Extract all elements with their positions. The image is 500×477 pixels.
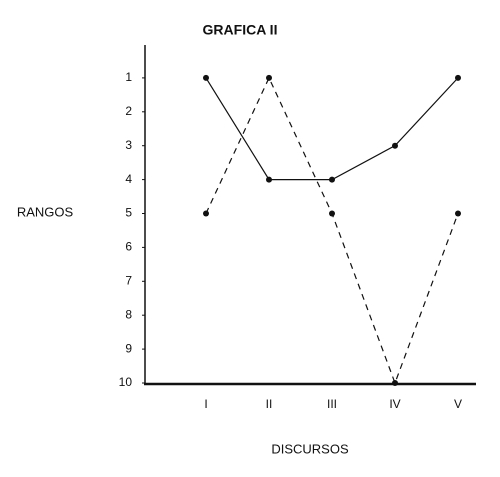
series-line: [205, 76, 459, 385]
data-point: [392, 380, 398, 386]
data-point: [266, 74, 272, 81]
y-tick-label: 10: [119, 375, 133, 389]
series-line: [205, 77, 459, 181]
y-tick-label: 3: [125, 138, 132, 152]
x-tick-label: III: [327, 397, 337, 411]
y-tick-label: 8: [125, 307, 132, 321]
y-tick-label: 7: [125, 273, 132, 287]
data-point: [203, 74, 209, 81]
x-tick-label: V: [454, 397, 462, 411]
data-point: [455, 210, 461, 217]
x-tick-label: I: [204, 397, 207, 411]
x-axis-label: DISCURSOS: [271, 441, 349, 456]
y-tick-label: 1: [125, 70, 132, 84]
y-tick-label: 5: [125, 206, 132, 220]
y-tick-label: 6: [125, 240, 132, 254]
data-point: [329, 176, 335, 183]
y-tick-label: 4: [125, 172, 132, 186]
y-tick-label: 2: [125, 104, 132, 118]
y-tick-label: 9: [125, 341, 132, 355]
y-axis-label: RANGOS: [17, 204, 74, 219]
data-point: [329, 210, 335, 217]
data-point: [392, 142, 398, 149]
chart-title: GRAFICA II: [203, 22, 278, 38]
x-tick-label: II: [266, 397, 273, 411]
data-point: [266, 176, 272, 183]
data-point: [203, 210, 209, 217]
data-point: [455, 74, 461, 81]
x-tick-label: IV: [389, 397, 400, 411]
